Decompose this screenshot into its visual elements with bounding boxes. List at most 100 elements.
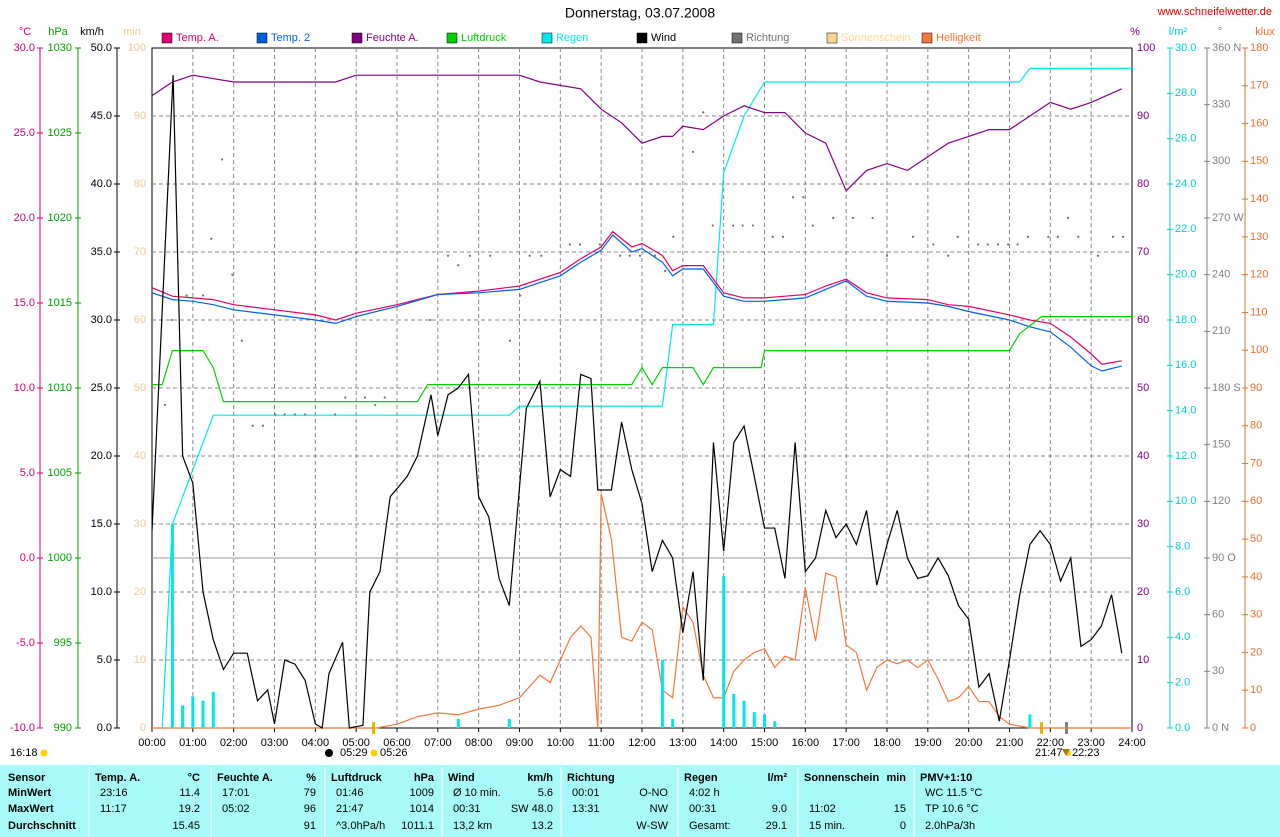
table-cell: 0 (900, 820, 906, 832)
y-tick-label: 16.0 (1175, 359, 1196, 371)
legend-swatch (541, 32, 553, 44)
table-cell: NW (650, 803, 669, 815)
axis-unit: ° (1218, 26, 1222, 38)
y-tick-label: 50 (134, 382, 146, 394)
y-tick-label: 30.0 (14, 42, 35, 54)
stats-background (0, 765, 1280, 837)
x-tick-label: 23:00 (1077, 737, 1105, 749)
table-header: Wind (448, 772, 475, 784)
direction-dot (1007, 243, 1010, 246)
direction-dot (751, 224, 755, 227)
legend-label: Temp. 2 (271, 32, 310, 44)
rain-bar (170, 524, 174, 728)
y-tick-label: 1030 (48, 42, 72, 54)
y-tick-label: 8.0 (1175, 541, 1190, 553)
direction-dot (1026, 235, 1029, 238)
table-cell: 11:17 (100, 803, 127, 815)
series-line (161, 67, 1132, 729)
axis-unit: klux (1255, 26, 1275, 38)
y-tick-label: 0 (1137, 722, 1143, 734)
annotation: 05:29 (340, 747, 368, 759)
y-tick-label: 70 (1137, 246, 1149, 258)
y-tick-label: 1020 (48, 212, 72, 224)
direction-dot (185, 294, 188, 297)
y-tick-label: 45.0 (91, 110, 112, 122)
series-line (152, 316, 1132, 403)
axis-unit: °C (19, 26, 31, 38)
y-tick-label: 60 (1250, 495, 1262, 507)
y-tick-label: 0.0 (20, 552, 35, 564)
direction-dot (851, 216, 855, 220)
chart-title: Donnerstag, 03.07.2008 (565, 5, 715, 21)
table-cell: 21:47 (336, 803, 364, 815)
legend-label: Temp. A. (176, 32, 219, 44)
y-tick-label: 100 (1250, 344, 1268, 356)
y-tick-label: 90 (1250, 382, 1262, 394)
direction-dot (528, 254, 531, 257)
direction-dot (1066, 216, 1070, 220)
y-tick-label: 10.0 (14, 382, 35, 394)
y-tick-label: 50 (1250, 533, 1262, 545)
axis-unit: km/h (80, 26, 104, 38)
table-cell: 11:02 (809, 803, 836, 815)
y-tick-label: 30.0 (1175, 42, 1196, 54)
x-tick-label: 00:00 (138, 737, 166, 749)
direction-dot (383, 396, 386, 399)
y-tick-label: 4.0 (1175, 631, 1190, 643)
y-tick-label: 0 (1250, 722, 1256, 734)
y-tick-label: 10 (1137, 654, 1149, 666)
y-tick-label: 25.0 (14, 127, 35, 139)
table-cell: 00:01 (572, 787, 600, 799)
direction-dot (333, 413, 337, 416)
legend-swatch (921, 32, 933, 44)
y-tick-label: 60 (1212, 609, 1224, 621)
y-tick-label: 12.0 (1175, 450, 1196, 462)
rain-bar (752, 712, 756, 728)
row-label: Durchschnitt (8, 820, 76, 832)
y-tick-label: 120 (1250, 269, 1268, 281)
x-tick-label: 04:00 (302, 737, 330, 749)
y-tick-label: 25.0 (91, 382, 112, 394)
y-tick-label: 15.0 (14, 297, 35, 309)
series-line (151, 234, 1122, 372)
x-tick-label: 08:00 (465, 737, 493, 749)
direction-dot (374, 403, 377, 407)
direction-dot (220, 158, 224, 161)
direction-dot (711, 224, 714, 227)
table-cell: 13.2 (532, 820, 553, 832)
legend-swatch (161, 32, 173, 44)
table-header: Sensor (8, 772, 46, 784)
legend-label: Regen (556, 32, 588, 44)
direction-dot (664, 269, 667, 272)
y-tick-label: 80 (1137, 178, 1149, 190)
y-tick-label: 20 (1137, 586, 1149, 598)
x-tick-label: 06:00 (383, 737, 411, 749)
rain-bar (181, 705, 185, 728)
direction-dot (274, 413, 277, 416)
y-tick-label: 110 (1250, 306, 1268, 318)
direction-dot (1122, 235, 1125, 238)
table-cell: 13:31 (572, 803, 600, 815)
y-tick-label: -5.0 (16, 637, 35, 649)
y-tick-label: 990 (54, 722, 72, 734)
y-tick-label: 20 (1250, 646, 1262, 658)
axis-unit: min (123, 26, 141, 38)
y-tick-label: 20.0 (91, 450, 112, 462)
y-tick-label: 1025 (48, 127, 72, 139)
y-tick-label: 40 (1250, 571, 1262, 583)
direction-dot (871, 216, 874, 220)
y-tick-label: 100 (1137, 42, 1155, 54)
table-cell: 4:02 h (689, 787, 720, 799)
rain-bar (671, 718, 675, 728)
direction-dot (638, 254, 642, 257)
direction-dot (977, 243, 980, 246)
table-cell: 1011.1 (401, 820, 434, 832)
legend-swatch (446, 32, 458, 44)
y-tick-label: 270 W (1212, 212, 1244, 224)
y-tick-label: 1015 (48, 297, 72, 309)
table-cell: W-SW (636, 820, 668, 832)
table-unit: % (306, 772, 316, 784)
series-line (151, 75, 1123, 729)
